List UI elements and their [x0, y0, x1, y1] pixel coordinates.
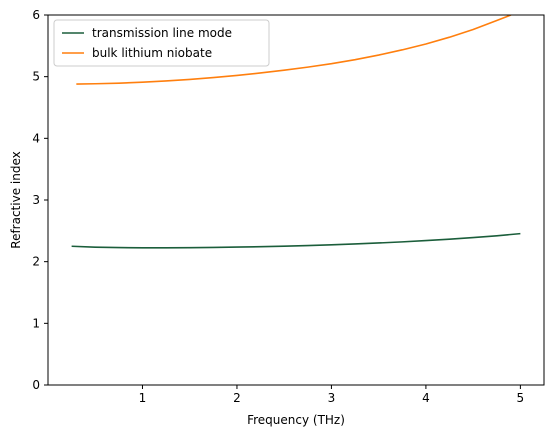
y-tick-label: 0: [32, 378, 40, 392]
y-axis-ticks: 0 1 2 3 4 5 6: [32, 8, 48, 392]
legend-label: transmission line mode: [92, 26, 232, 40]
plot-area: [71, 15, 521, 249]
y-tick-label: 1: [32, 316, 40, 330]
y-tick-label: 3: [32, 193, 40, 207]
x-axis-label: Frequency (THz): [247, 413, 345, 427]
y-tick-label: 2: [32, 255, 40, 269]
legend-label: bulk lithium niobate: [92, 46, 212, 60]
x-tick-label: 2: [233, 391, 241, 405]
series-line-2: [76, 15, 512, 85]
x-tick-label: 5: [517, 391, 525, 405]
x-tick-label: 1: [139, 391, 147, 405]
series-line-1: [71, 232, 521, 249]
y-tick-label: 5: [32, 70, 40, 84]
x-tick-label: 3: [328, 391, 336, 405]
y-axis-label: Refractive index: [9, 151, 23, 248]
x-axis-ticks: 1 2 3 4 5: [139, 385, 525, 405]
series-layer: [71, 15, 521, 249]
legend-box: [53, 19, 270, 67]
x-tick-label: 4: [422, 391, 430, 405]
legend: transmission line mode bulk lithium nioba…: [53, 19, 270, 67]
y-tick-label: 4: [32, 131, 40, 145]
y-tick-label: 6: [32, 8, 40, 22]
